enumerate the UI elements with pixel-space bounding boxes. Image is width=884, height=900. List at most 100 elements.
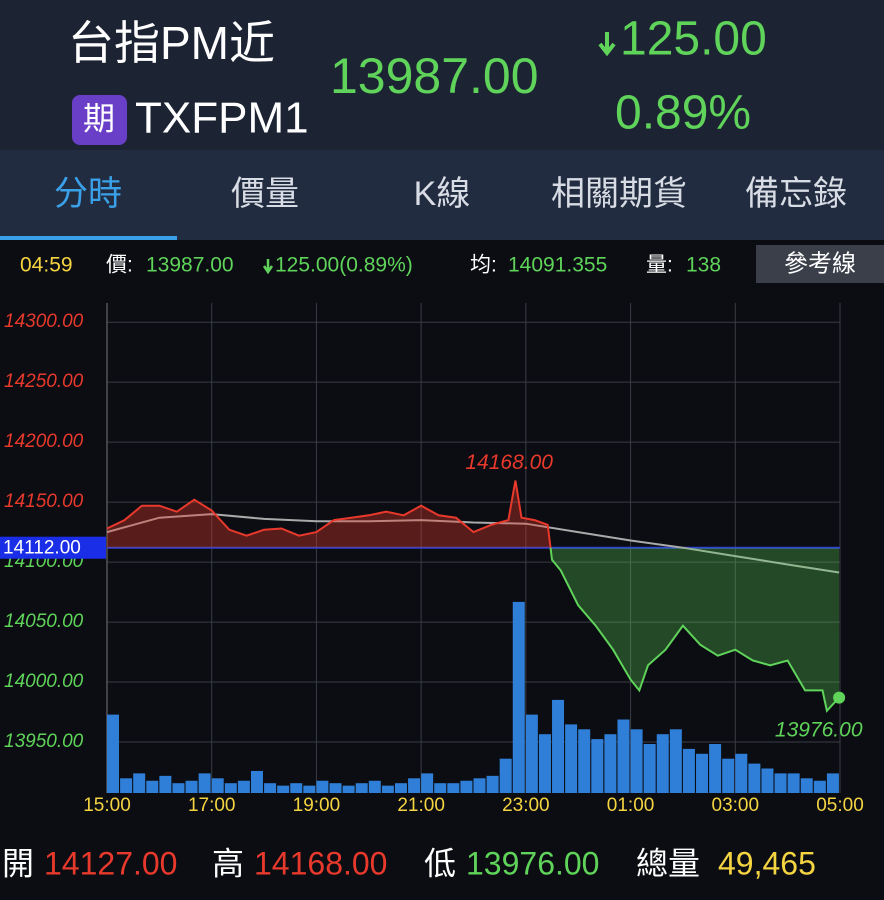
down-arrow	[598, 32, 616, 57]
volume-bar	[643, 744, 656, 793]
volume-bar	[696, 753, 709, 793]
footer-open: 14127.00	[44, 845, 177, 881]
volume-bar	[421, 773, 434, 793]
area-above	[107, 480, 840, 548]
volume-bar	[656, 734, 669, 793]
footer-high: 14168.00	[254, 845, 387, 881]
reference-tag	[0, 536, 106, 559]
volume-bar	[381, 785, 394, 793]
info-avg: 14091.355	[508, 254, 607, 277]
volume-bar	[185, 780, 198, 793]
tab[interactable]: 備忘錄	[745, 175, 847, 213]
volume-bar	[264, 783, 277, 793]
volume-bar	[250, 770, 263, 793]
price-line-up	[106, 480, 552, 548]
volume-bar	[761, 768, 774, 793]
volume-bar	[552, 699, 565, 793]
avg-line	[106, 513, 840, 574]
tab[interactable]: 分時	[54, 175, 122, 213]
volume-bar	[408, 778, 421, 793]
info-label: 均:	[470, 254, 497, 277]
volume-bar	[159, 775, 172, 793]
volume-bar	[198, 773, 211, 793]
volume-bar	[512, 601, 525, 793]
y-tick-label: 14300.00	[4, 311, 84, 332]
info-label: 量:	[646, 254, 673, 277]
last-dot	[833, 691, 846, 704]
volume-bar	[538, 734, 551, 793]
y-tick-label: 14200.00	[4, 431, 84, 452]
y-tick-label: 13950.00	[4, 731, 84, 752]
tab[interactable]: K線	[414, 175, 471, 213]
reference-label: 14112.00	[3, 538, 81, 559]
volume-bar	[499, 758, 512, 793]
x-tick-label: 21:00	[397, 795, 445, 816]
x-tick-label: 17:00	[188, 795, 236, 816]
tab-underline	[0, 236, 177, 240]
x-tick-label: 05:00	[816, 795, 864, 816]
volume-bar	[630, 729, 643, 793]
tab-bar	[0, 150, 884, 240]
volume-bar	[133, 773, 146, 793]
volume-bar	[172, 783, 185, 793]
volume-bar	[709, 744, 722, 793]
info-label: 價:	[106, 254, 133, 277]
volume-bar	[604, 734, 617, 793]
x-tick-label: 01:00	[607, 795, 655, 816]
footer-vol: 49,465	[718, 845, 816, 881]
change-pct: 0.89%	[615, 87, 751, 140]
volume-bar	[107, 714, 119, 793]
volume-bar	[120, 778, 133, 793]
badge-bg	[72, 95, 127, 145]
title: 台指PM近	[68, 17, 275, 69]
volume-bar	[277, 785, 290, 793]
header-bg	[0, 0, 884, 150]
volume-bar	[237, 780, 250, 793]
volume-bar	[447, 783, 460, 793]
x-tick-label: 15:00	[83, 795, 131, 816]
volume-bar	[565, 724, 578, 793]
ref-button-label[interactable]: 參考線	[784, 250, 856, 277]
high-label: 14168.00	[465, 451, 553, 474]
volume-bar	[434, 783, 447, 793]
volume-bar	[303, 785, 316, 793]
footer-label: 總量	[636, 845, 700, 881]
volume-bar	[290, 783, 303, 793]
volume-bar	[211, 778, 224, 793]
footer-label: 高	[212, 845, 244, 881]
volume-bar	[473, 778, 486, 793]
info-vol: 138	[686, 254, 721, 277]
volume-bar	[316, 780, 329, 793]
volume-bar	[735, 753, 748, 793]
volume-bar	[525, 714, 538, 793]
volume-bar	[787, 773, 800, 793]
x-tick-label: 03:00	[712, 795, 760, 816]
volume-bar	[748, 763, 761, 793]
change: 125.00	[620, 13, 767, 66]
footer-label: 低	[424, 845, 456, 881]
info-price: 13987.00	[146, 254, 234, 277]
volume-bar	[394, 783, 407, 793]
volume-bar	[146, 780, 159, 793]
volume-bar	[722, 758, 735, 793]
ref-button[interactable]	[756, 245, 884, 283]
volume-bar	[342, 785, 355, 793]
volume-bar	[486, 775, 499, 793]
low-label: 13976.00	[775, 718, 863, 741]
volume-bar	[578, 729, 591, 793]
info-change: 125.00(0.89%)	[275, 254, 413, 277]
volume-bar	[460, 780, 473, 793]
volume-bar	[774, 773, 787, 793]
volume-bar	[591, 739, 604, 793]
tab[interactable]: 相關期貨	[551, 175, 687, 213]
volume-bar	[224, 783, 237, 793]
price-line-down	[549, 547, 840, 713]
badge: 期	[83, 100, 115, 136]
volume-bar	[329, 783, 342, 793]
volume-bar	[800, 778, 813, 793]
area-below	[550, 547, 840, 711]
x-tick-label: 19:00	[293, 795, 341, 816]
volume-bar	[813, 780, 826, 793]
tab[interactable]: 價量	[231, 175, 299, 213]
